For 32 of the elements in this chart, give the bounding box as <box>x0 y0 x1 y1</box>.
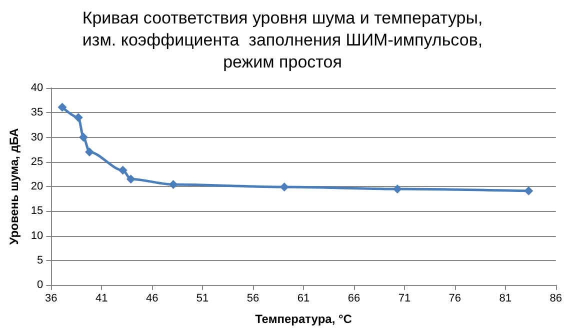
point <box>524 186 534 196</box>
x-tick-label: 51 <box>196 292 209 304</box>
y-tick-label: 0 <box>37 279 44 291</box>
point <box>280 182 289 192</box>
point <box>118 166 128 175</box>
x-tick-label: 61 <box>297 292 310 304</box>
point <box>84 148 94 157</box>
y-tick-label: 15 <box>30 205 44 218</box>
point <box>58 102 67 112</box>
x-tick-label: 71 <box>398 292 411 304</box>
y-tick-label: 40 <box>30 82 44 94</box>
x-axis-title: Температура, °C <box>255 312 352 326</box>
point <box>78 132 88 142</box>
x-tick-label: 41 <box>95 292 108 304</box>
x-tick-label: 56 <box>246 292 260 304</box>
y-tick-label: 10 <box>30 230 44 242</box>
y-tick-label: 20 <box>30 180 44 192</box>
x-tick-label: 36 <box>45 292 58 304</box>
y-tick-label: 35 <box>30 106 44 119</box>
x-tick-label: 46 <box>146 292 158 304</box>
y-tick-label: 30 <box>30 131 44 144</box>
point <box>74 113 83 122</box>
point <box>126 174 136 184</box>
x-tick-label: 76 <box>448 292 462 304</box>
y-tick-label: 25 <box>30 156 44 168</box>
y-axis-title: Уровень шума, дБА <box>7 128 21 245</box>
point <box>168 180 178 190</box>
y-tick-label: 5 <box>37 254 44 266</box>
chart-title: Кривая соответствия уровня шума и температуры, изм. коэффициента заполнения ШИМ-импульсов, режим простоя <box>82 8 483 72</box>
x-tick-label: 86 <box>550 292 562 304</box>
x-tick-label: 66 <box>348 292 360 304</box>
x-tick-label: 81 <box>499 292 512 304</box>
